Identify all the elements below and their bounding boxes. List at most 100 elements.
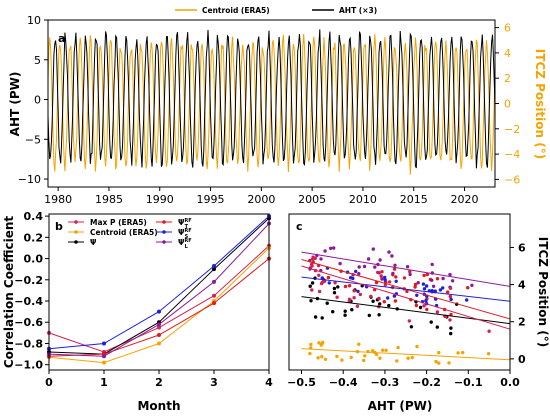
panel-c-point-4-6 [430,278,434,282]
c-x-tick-label--0.1: −0.1 [454,376,483,389]
panel-c-point-5-25 [369,294,373,298]
panel-c-point-0-2 [437,361,441,365]
panel-b-frame [48,213,270,371]
panel-c-x-label: AHT (PW) [368,399,433,413]
y-tick-label-0: 0 [34,94,41,107]
panel-c-point-4-12 [380,277,384,281]
panel-c-point-5-19 [407,319,411,323]
panel-b-point-5-1 [102,354,106,359]
panel-c-point-0-26 [366,349,370,354]
panel-c-point-0-13 [309,342,313,347]
panel-b-point-3-2 [157,332,161,337]
series-centroid-line [47,33,496,175]
panel-c-points [308,246,491,365]
c-x-tick-label-0: 0.0 [500,376,520,389]
panel-c-point-1-35 [308,284,312,288]
c-x-tick-label--0.3: −0.3 [371,376,400,389]
panel-c-point-4-4 [430,262,434,267]
right-y-tick-label-0: 0 [504,98,511,111]
panel-c-point-1-7 [343,313,347,317]
x-tick-label-2010: 2010 [349,193,377,206]
panel-c-point-2-25 [448,294,452,299]
panel-a: Centroid (ERA5) AHT (×3) a 1980 1985 1990 19… [8,6,547,206]
panel-b-series [47,214,271,365]
legend-b-label-2: Ψ [90,238,96,247]
panel-c-point-3-12 [351,276,355,281]
panel-c-point-5-15 [376,270,380,275]
panel-c-point-4-3 [319,257,323,261]
panel-b-point-3-3 [212,301,216,306]
panel-c-point-3-20 [383,278,387,282]
b-x-tick-label-4: 4 [265,376,273,389]
legend-b-label-1: Centroid (ERA5) [90,228,158,237]
panel-c-point-5-24 [380,270,384,274]
c-x-tick-label--0.2: −0.2 [412,376,441,389]
panel-c-point-0-12 [335,354,339,359]
panel-c-point-1-29 [429,320,433,324]
series-aht-line [47,29,496,169]
panel-c-point-3-16 [424,284,429,288]
panel-c-point-3-17 [422,287,427,291]
panel-c-point-0-3 [396,345,400,350]
panel-c-point-1-18 [449,331,453,336]
panel-c-point-2-5 [408,269,412,274]
panel-c-point-5-26 [355,304,360,308]
b-x-tick-label-1: 1 [100,376,108,389]
panel-c-point-3-3 [392,294,397,298]
right-y-tick-label-2: 2 [504,72,511,85]
right-y-tick-label--2: −2 [504,123,520,136]
panel-c-point-5-33 [387,280,392,284]
panel-b-point-5-2 [157,322,161,327]
panel-a-y-ticks: −10 −5 0 5 10 [18,14,48,186]
panel-c-point-4-23 [366,257,371,261]
panel-c-point-4-1 [416,281,420,285]
panel-c-point-2-1 [382,300,386,304]
panel-c-point-4-15 [357,272,361,276]
b-y-tick-label-0.2: 0.2 [24,231,44,244]
panel-c-point-3-21 [383,275,387,280]
panel-c-point-3-29 [320,276,324,280]
x-tick-label-1980: 1980 [44,193,72,206]
panel-c-point-0-6 [317,341,321,345]
c-y-tick-label-4: 4 [518,279,526,292]
right-y-tick-label-6: 6 [504,22,511,35]
panel-c-point-2-12 [347,284,352,288]
y-tick-label--5: −5 [25,133,41,146]
panel-c-point-3-9 [449,297,453,302]
legend-b-marker-5 [162,240,166,244]
panel-c-point-3-30 [354,269,358,274]
x-tick-label-2000: 2000 [247,193,275,206]
panel-c-point-3-31 [430,289,434,293]
panel-a-right-y-ticks: −6 −4 −2 0 2 4 6 [495,22,520,186]
legend-b-marker-3 [162,220,166,224]
panel-b-point-1-2 [157,341,161,346]
panel-c-point-5-35 [317,289,322,294]
panel-b-point-4-1 [102,341,106,346]
panel-c-point-2-4 [379,274,383,278]
panel-c-point-5-5 [448,318,452,322]
panel-c-point-0-17 [384,348,388,352]
legend-a-label-1: AHT (×3) [339,6,377,15]
panel-c-point-3-19 [394,279,398,283]
panel-c-point-1-25 [332,291,337,295]
c-y-tick-label-6: 6 [518,241,526,254]
panel-c-fit-0 [301,348,511,361]
x-tick-label-2015: 2015 [400,193,428,206]
panel-c-point-5-29 [352,289,356,293]
panel-c-point-5-11 [352,296,356,300]
legend-a-label-0: Centroid (ERA5) [202,6,270,15]
c-x-tick-label--0.4: −0.4 [329,376,358,389]
panel-b-letter: b [55,220,63,233]
panel-c-point-4-13 [323,249,327,253]
b-y-tick-label--0.6: −0.6 [14,316,43,329]
panel-c-point-5-13 [402,276,407,280]
panel-b-y-ticks: −1.0 −0.8 −0.6 −0.4 −0.2 0.0 0.2 0.4 [14,210,49,372]
panel-c-point-0-5 [378,356,382,360]
right-y-tick-label--4: −4 [504,148,520,161]
b-x-tick-label-0: 0 [45,376,53,389]
panel-c-point-2-23 [393,299,398,303]
legend-a: Centroid (ERA5) AHT (×3) [175,6,377,15]
panel-c-right-y-label: ITCZ Position (°) [536,237,550,347]
